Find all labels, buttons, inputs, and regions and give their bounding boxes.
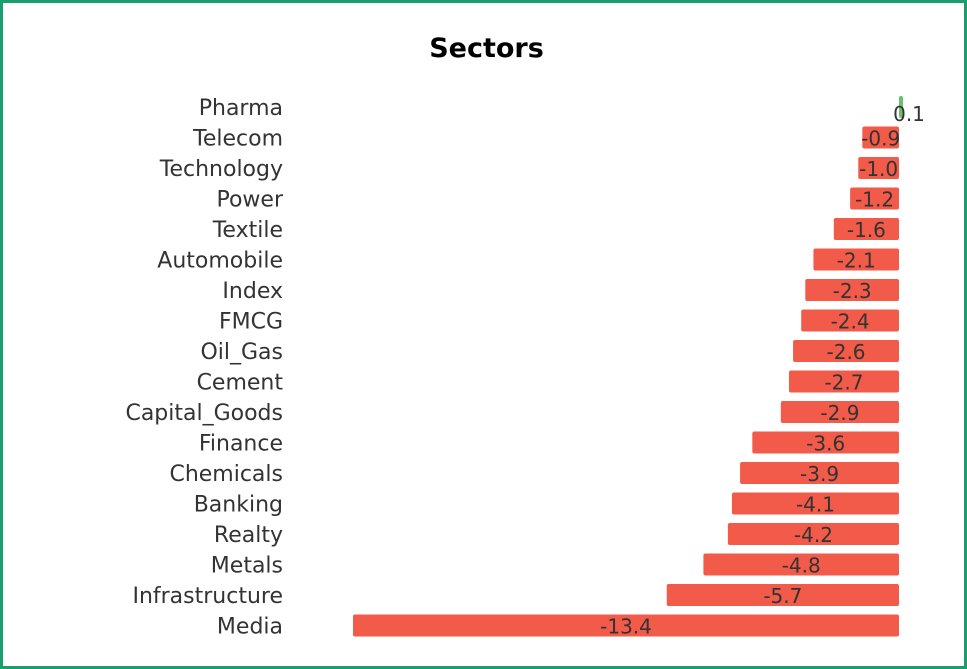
category-label-realty: Realty: [214, 523, 283, 548]
value-label-media: -13.4: [600, 615, 652, 639]
chart-title: Sectors: [429, 33, 544, 64]
category-label-metals: Metals: [211, 554, 283, 579]
bar-chemicals: [740, 462, 899, 484]
category-label-index: Index: [222, 279, 283, 304]
value-label-infrastructure: -5.7: [763, 584, 802, 608]
category-label-banking: Banking: [194, 493, 283, 518]
value-label-textile: -1.6: [847, 218, 886, 242]
bar-textile: [833, 218, 899, 240]
value-label-metals: -4.8: [782, 554, 821, 578]
value-label-realty: -4.2: [794, 523, 833, 547]
category-label-automobile: Automobile: [157, 249, 283, 274]
value-label-automobile: -2.1: [837, 249, 876, 273]
bar-power: [850, 187, 899, 210]
bar-fmcg: [801, 309, 899, 332]
value-label-cement: -2.7: [824, 371, 863, 395]
bar-capital-goods: [780, 401, 899, 423]
category-label-infrastructure: Infrastructure: [132, 584, 283, 609]
value-label-index: -2.3: [833, 279, 872, 303]
bar-banking: [731, 492, 899, 515]
category-label-media: Media: [217, 615, 283, 640]
bar-infrastructure: [666, 584, 899, 606]
category-label-pharma: Pharma: [199, 96, 283, 121]
value-label-banking: -4.1: [796, 493, 835, 517]
bar-technology: [858, 157, 899, 179]
value-label-chemicals: -3.9: [800, 462, 839, 486]
value-label-telecom: -0.9: [861, 127, 900, 151]
bar-media: [353, 614, 899, 637]
value-label-capital-goods: -2.9: [820, 401, 859, 425]
category-label-finance: Finance: [199, 432, 283, 457]
bar-index: [805, 279, 899, 301]
bar-finance: [752, 431, 899, 454]
bar-cement: [788, 370, 899, 393]
value-label-pharma: 0.1: [893, 102, 925, 126]
value-label-technology: -1.0: [859, 157, 898, 181]
value-label-power: -1.2: [855, 188, 894, 212]
bar-realty: [727, 523, 899, 545]
category-label-telecom: Telecom: [192, 127, 283, 152]
bar-automobile: [813, 248, 899, 271]
value-label-oil-gas: -2.6: [827, 340, 866, 364]
category-label-capital-goods: Capital_Goods: [125, 401, 283, 426]
category-label-cement: Cement: [197, 371, 284, 396]
value-label-fmcg: -2.4: [831, 310, 870, 334]
value-label-finance: -3.6: [806, 432, 845, 456]
category-label-power: Power: [216, 188, 283, 213]
bar-metals: [703, 553, 899, 576]
bar-pharma: [899, 96, 904, 118]
category-label-chemicals: Chemicals: [169, 462, 283, 487]
bar-telecom: [862, 126, 899, 149]
category-label-technology: Technology: [159, 157, 283, 182]
bar-oil-gas: [793, 340, 899, 362]
category-label-fmcg: FMCG: [219, 310, 283, 335]
category-label-oil-gas: Oil_Gas: [200, 340, 283, 365]
category-label-textile: Textile: [212, 218, 283, 243]
